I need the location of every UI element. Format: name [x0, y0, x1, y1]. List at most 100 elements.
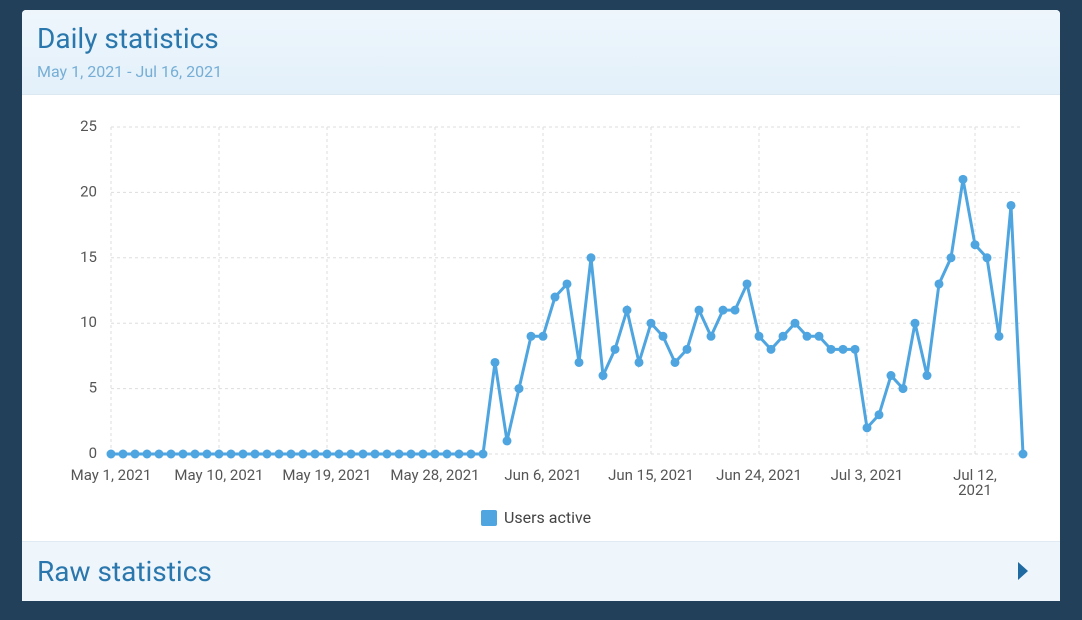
raw-section[interactable]: Raw statistics: [22, 541, 1060, 601]
x-tick-label: Jul 12, 2021: [953, 468, 997, 498]
data-point: [346, 449, 356, 459]
data-point: [586, 253, 596, 263]
data-point: [298, 449, 308, 459]
data-point: [118, 449, 128, 459]
data-point: [490, 357, 500, 367]
x-tick-label: Jun 15, 2021: [608, 468, 694, 484]
raw-title[interactable]: Raw statistics: [37, 555, 212, 588]
data-point: [754, 331, 764, 341]
data-point: [646, 318, 656, 328]
data-point: [982, 253, 992, 263]
card: Daily statistics May 1, 2021 - Jul 16, 2…: [22, 10, 1060, 601]
x-tick-label: Jul 3, 2021: [830, 468, 904, 484]
data-point: [694, 305, 704, 315]
data-point: [898, 384, 908, 394]
x-tick-label: May 19, 2021: [282, 468, 372, 484]
data-point: [730, 305, 740, 315]
data-point: [406, 449, 416, 459]
title: Daily statistics: [37, 22, 219, 55]
data-point: [862, 423, 872, 433]
y-tick-label: 0: [89, 444, 97, 462]
data-point: [394, 449, 404, 459]
data-point: [478, 449, 488, 459]
card-header: Daily statistics May 1, 2021 - Jul 16, 2…: [22, 10, 1060, 95]
data-point: [790, 318, 800, 328]
data-point: [334, 449, 344, 459]
data-point: [226, 449, 236, 459]
data-point: [274, 449, 284, 459]
data-point: [142, 449, 152, 459]
data-point: [682, 344, 692, 354]
data-point: [838, 344, 848, 354]
data-point: [286, 449, 296, 459]
data-point: [994, 331, 1004, 341]
data-point: [766, 344, 776, 354]
x-tick-label: May 28, 2021: [390, 468, 480, 484]
data-point: [934, 279, 944, 289]
data-point: [454, 449, 464, 459]
data-point: [802, 331, 812, 341]
data-point: [310, 449, 320, 459]
data-point: [550, 292, 560, 302]
data-point: [1018, 449, 1028, 459]
data-point: [370, 449, 380, 459]
data-point: [214, 449, 224, 459]
data-point: [718, 305, 728, 315]
data-point: [886, 371, 896, 381]
expand-icon[interactable]: [1016, 561, 1032, 581]
data-point: [622, 305, 632, 315]
y-tick-label: 10: [80, 313, 97, 331]
data-point: [466, 449, 476, 459]
data-point: [514, 384, 524, 394]
data-point: [358, 449, 368, 459]
data-point: [202, 449, 212, 459]
data-point: [850, 344, 860, 354]
data-point: [742, 279, 752, 289]
data-point: [154, 449, 164, 459]
data-point: [442, 449, 452, 459]
data-point: [670, 357, 680, 367]
y-tick-label: 15: [80, 248, 97, 266]
data-point: [814, 331, 824, 341]
data-point: [958, 174, 968, 184]
data-point: [970, 240, 980, 250]
y-tick-label: 25: [80, 117, 97, 135]
data-point: [610, 344, 620, 354]
data-point: [322, 449, 332, 459]
data-point: [778, 331, 788, 341]
data-point: [826, 344, 836, 354]
data-point: [262, 449, 272, 459]
data-point: [526, 331, 536, 341]
data-point: [418, 449, 428, 459]
data-point: [130, 449, 140, 459]
x-tick-label: May 10, 2021: [174, 468, 264, 484]
data-point: [166, 449, 176, 459]
data-point: [190, 449, 200, 459]
data-point: [598, 371, 608, 381]
data-point: [562, 279, 572, 289]
data-point: [706, 331, 716, 341]
legend-swatch: [481, 510, 497, 526]
data-point: [106, 449, 116, 459]
x-tick-label: Jun 6, 2021: [504, 468, 582, 484]
data-line: [111, 179, 1025, 456]
data-point: [874, 410, 884, 420]
data-point: [946, 253, 956, 263]
data-point: [238, 449, 248, 459]
x-tick-label: May 1, 2021: [70, 468, 152, 484]
data-point: [634, 357, 644, 367]
data-point: [178, 449, 188, 459]
y-tick-label: 5: [89, 379, 97, 397]
data-point: [574, 357, 584, 367]
subtitle: May 1, 2021 - Jul 16, 2021: [37, 62, 223, 81]
data-point: [382, 449, 392, 459]
data-point: [502, 436, 512, 446]
data-point: [658, 331, 668, 341]
y-tick-label: 20: [80, 182, 97, 200]
x-tick-label: Jun 24, 2021: [716, 468, 802, 484]
data-point: [538, 331, 548, 341]
data-point: [922, 371, 932, 381]
data-point: [910, 318, 920, 328]
